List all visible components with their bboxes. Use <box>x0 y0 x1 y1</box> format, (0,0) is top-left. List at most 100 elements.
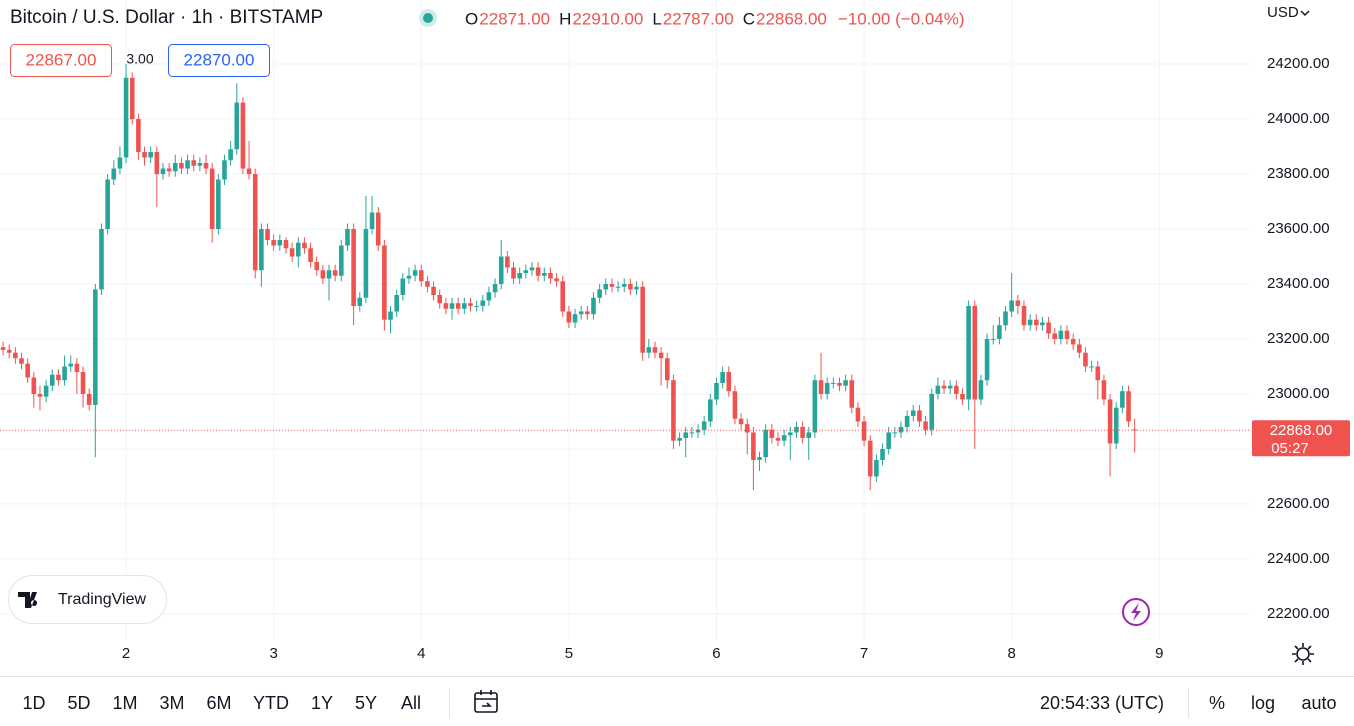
candle-body <box>148 152 153 158</box>
range-button[interactable]: All <box>401 693 421 713</box>
x-tick-label: 7 <box>860 645 868 662</box>
candle-body <box>1003 311 1008 326</box>
candle-body <box>1120 391 1125 408</box>
goto-date-icon[interactable] <box>474 692 498 713</box>
scale-toggle[interactable]: auto <box>1301 693 1336 713</box>
candle-body <box>1070 338 1076 345</box>
candle-body <box>658 352 664 359</box>
scale-toggle[interactable]: % <box>1209 693 1225 713</box>
candle-body <box>154 152 160 175</box>
candle-body <box>818 380 824 394</box>
candle-body <box>129 77 135 120</box>
candle-body <box>843 380 848 386</box>
candle-body <box>652 347 658 353</box>
candle-body <box>388 311 393 320</box>
bid-price: 22867.00 <box>26 50 97 69</box>
candle-body <box>19 358 24 364</box>
candle-body <box>172 163 178 172</box>
y-tick-label: 23000.00 <box>1267 385 1330 402</box>
spread: 3.00 <box>126 51 153 67</box>
candle-body <box>74 363 80 372</box>
candle-body <box>492 283 498 293</box>
settings-icon[interactable] <box>1296 647 1310 661</box>
range-button[interactable]: 1Y <box>311 693 333 713</box>
alert-icon[interactable] <box>1122 598 1150 626</box>
candle-body <box>609 283 615 287</box>
candle-body <box>326 270 332 279</box>
candle-body <box>1046 322 1051 334</box>
candle-body <box>123 77 129 158</box>
candle-body <box>1027 319 1033 326</box>
candle-body <box>960 393 965 400</box>
y-tick-label: 23400.00 <box>1267 275 1330 292</box>
candle-body <box>1009 300 1014 312</box>
candle-body <box>886 432 891 449</box>
candle-body <box>941 385 947 389</box>
candle-body <box>1033 319 1039 326</box>
candle-body <box>382 245 387 320</box>
candle-body <box>166 168 172 172</box>
range-button[interactable]: 1M <box>112 693 137 713</box>
clock[interactable]: 20:54:33 (UTC) <box>1040 693 1164 713</box>
candle-body <box>1101 380 1107 400</box>
candle-body <box>517 272 522 279</box>
watermark-logo <box>18 592 38 608</box>
candle-body <box>320 270 326 279</box>
candle-body <box>369 212 375 230</box>
candle-body <box>449 303 455 309</box>
candle-body <box>25 363 30 378</box>
candle-body <box>363 229 369 298</box>
x-tick-label: 5 <box>565 645 573 662</box>
candle-body <box>228 149 233 161</box>
candle-body <box>603 283 609 290</box>
scale-toggle[interactable]: log <box>1251 693 1275 713</box>
y-tick-label: 24000.00 <box>1267 110 1330 127</box>
candle-body <box>1107 399 1113 444</box>
range-button[interactable]: 5Y <box>355 693 377 713</box>
candle-body <box>1095 366 1101 381</box>
candle-body <box>437 294 443 304</box>
y-tick-label: 23200.00 <box>1267 330 1330 347</box>
candle-body <box>572 314 578 323</box>
candle-body <box>541 272 547 276</box>
candle-body <box>787 432 793 436</box>
range-buttons: 1D 5D 1M 3M 6M YTD 1Y 5Y All <box>22 693 421 713</box>
candle-body <box>794 426 799 433</box>
candle-body <box>763 429 768 458</box>
candle-body <box>621 283 627 287</box>
candle-body <box>689 432 695 434</box>
candle-body <box>394 294 399 312</box>
candle-body <box>1064 330 1070 339</box>
ohlc-key: C <box>743 9 755 28</box>
currency-caret[interactable] <box>1300 10 1310 17</box>
candle-body <box>443 303 449 309</box>
watermark-text: TradingView <box>58 591 146 608</box>
candle-body <box>86 393 92 405</box>
range-button[interactable]: 5D <box>67 693 90 713</box>
candle-body <box>1021 305 1027 326</box>
ohlc-value: 22787.00 <box>663 9 734 28</box>
candle-body <box>265 229 270 240</box>
candle-body <box>1040 322 1045 326</box>
candle-body <box>824 382 830 394</box>
ohlc-value: 22871.00 <box>479 9 550 28</box>
range-button[interactable]: YTD <box>253 693 289 713</box>
ask-box[interactable] <box>168 44 270 77</box>
candle-body <box>400 278 406 295</box>
candle-body <box>751 432 756 460</box>
candle-body <box>283 240 289 249</box>
candle-body <box>62 366 67 381</box>
y-tick-label: 22600.00 <box>1267 495 1330 512</box>
candle-body <box>806 432 812 438</box>
bid-box[interactable] <box>10 44 112 77</box>
range-button[interactable]: 1D <box>22 693 45 713</box>
range-button[interactable]: 3M <box>159 693 184 713</box>
x-tick-label: 2 <box>122 645 130 662</box>
candle-body <box>203 163 209 169</box>
currency[interactable]: USD <box>1267 4 1299 21</box>
candle-body <box>375 212 381 246</box>
candle-body <box>80 371 86 394</box>
range-button[interactable]: 6M <box>206 693 231 713</box>
candle-body <box>179 163 184 169</box>
watermark-pill[interactable] <box>8 575 167 624</box>
